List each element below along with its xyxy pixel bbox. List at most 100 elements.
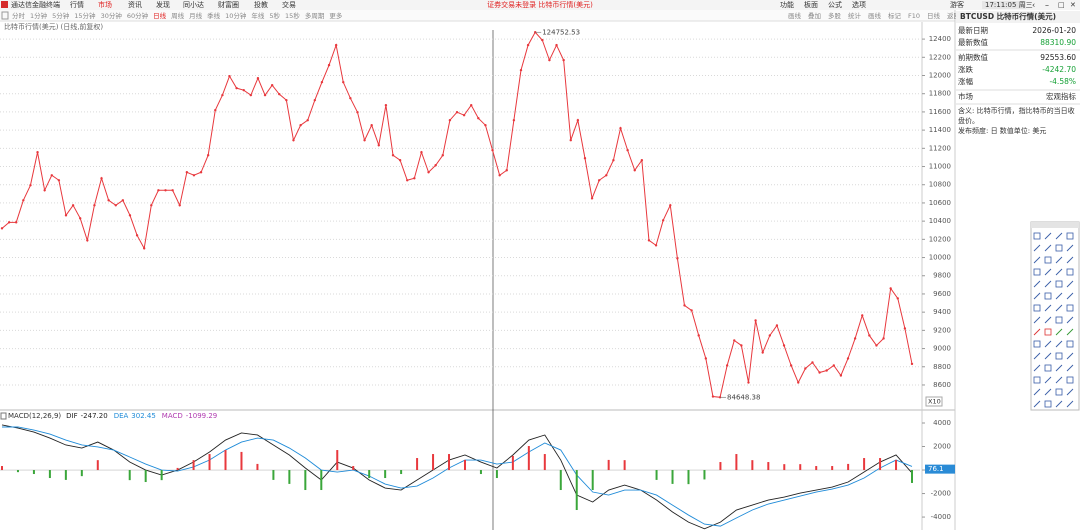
draw-tool[interactable]: [1033, 400, 1041, 408]
draw-tool[interactable]: [1066, 340, 1074, 348]
draw-tool[interactable]: [1055, 268, 1063, 276]
menu-item[interactable]: 交易: [282, 0, 296, 9]
tool-tab[interactable]: 画线: [868, 11, 882, 20]
draw-tool[interactable]: [1055, 400, 1063, 408]
window-min[interactable]: –: [1045, 1, 1049, 10]
period-tab[interactable]: 30分钟: [101, 11, 123, 20]
draw-tool[interactable]: [1055, 232, 1063, 240]
draw-tool[interactable]: [1033, 328, 1041, 336]
period-tab[interactable]: 多周期: [305, 11, 325, 20]
window-back[interactable]: ‹: [1032, 1, 1035, 10]
draw-tool[interactable]: [1033, 364, 1041, 372]
draw-tool[interactable]: [1033, 340, 1041, 348]
draw-tool[interactable]: [1033, 388, 1041, 396]
draw-tool[interactable]: [1066, 316, 1074, 324]
draw-tool[interactable]: [1044, 400, 1052, 408]
draw-tool[interactable]: [1055, 328, 1063, 336]
period-tab[interactable]: 10分钟: [225, 11, 247, 20]
draw-tool[interactable]: [1055, 292, 1063, 300]
draw-tool[interactable]: [1066, 400, 1074, 408]
tool-tab[interactable]: 叠加: [808, 11, 821, 20]
menu-item[interactable]: 市场: [98, 0, 112, 9]
period-tab[interactable]: 5秒: [269, 11, 280, 20]
draw-tool[interactable]: [1033, 280, 1041, 288]
window-close[interactable]: ✕: [1070, 1, 1076, 9]
menu-item[interactable]: 选项: [852, 0, 866, 9]
period-tab[interactable]: 5分钟: [52, 11, 70, 20]
draw-tool[interactable]: [1033, 376, 1041, 384]
draw-tool[interactable]: [1066, 388, 1074, 396]
draw-tool[interactable]: [1044, 256, 1052, 264]
draw-tool[interactable]: [1033, 268, 1041, 276]
draw-tool[interactable]: [1044, 316, 1052, 324]
draw-tool[interactable]: [1066, 280, 1074, 288]
draw-tool[interactable]: [1055, 340, 1063, 348]
period-tab[interactable]: 月线: [189, 11, 203, 20]
draw-tool[interactable]: [1055, 304, 1063, 312]
draw-tool[interactable]: [1066, 304, 1074, 312]
menu-item[interactable]: 功能: [780, 0, 794, 9]
draw-tool[interactable]: [1055, 256, 1063, 264]
period-toggle[interactable]: [1, 11, 9, 20]
draw-tool[interactable]: [1066, 268, 1074, 276]
draw-tool[interactable]: [1044, 280, 1052, 288]
tool-tab[interactable]: 多股: [828, 11, 842, 20]
draw-tool[interactable]: [1044, 292, 1052, 300]
period-tab[interactable]: 季线: [207, 11, 221, 20]
period-tab[interactable]: 周线: [171, 11, 185, 20]
tool-tab[interactable]: 画线: [788, 11, 802, 20]
period-tab[interactable]: 更多: [329, 11, 343, 20]
draw-tool[interactable]: [1044, 364, 1052, 372]
period-tab[interactable]: 15秒: [285, 11, 300, 20]
draw-tool[interactable]: [1055, 364, 1063, 372]
period-tab[interactable]: 日线: [153, 11, 167, 20]
period-tab[interactable]: 1分钟: [30, 11, 48, 20]
period-tab[interactable]: 年线: [251, 11, 265, 20]
period-tab[interactable]: 分时: [12, 11, 26, 20]
draw-tool[interactable]: [1066, 256, 1074, 264]
menu-item[interactable]: 财富圈: [218, 0, 239, 9]
draw-tool[interactable]: [1033, 256, 1041, 264]
draw-tool[interactable]: [1066, 352, 1074, 360]
period-tab[interactable]: 60分钟: [127, 11, 149, 20]
draw-tool[interactable]: [1033, 232, 1041, 240]
draw-tool[interactable]: [1044, 304, 1052, 312]
menu-item[interactable]: 板面: [804, 0, 818, 9]
draw-tool[interactable]: [1066, 244, 1074, 252]
draw-tool[interactable]: [1055, 280, 1063, 288]
draw-tool[interactable]: [1033, 352, 1041, 360]
user[interactable]: 游客: [950, 0, 964, 9]
draw-tool[interactable]: [1055, 244, 1063, 252]
draw-tool[interactable]: [1066, 292, 1074, 300]
menu-item[interactable]: 投教: [254, 0, 268, 9]
tool-tab[interactable]: 统计: [848, 11, 862, 20]
draw-tool[interactable]: [1055, 376, 1063, 384]
draw-tool[interactable]: [1055, 388, 1063, 396]
draw-tool[interactable]: [1066, 364, 1074, 372]
draw-tool[interactable]: [1066, 328, 1074, 336]
period-tab[interactable]: 15分钟: [74, 11, 96, 20]
draw-tool[interactable]: [1044, 244, 1052, 252]
draw-tool[interactable]: [1033, 304, 1041, 312]
tool-tab[interactable]: 日线: [927, 11, 941, 20]
draw-tool[interactable]: [1055, 352, 1063, 360]
draw-tool[interactable]: [1055, 316, 1063, 324]
tool-tab[interactable]: 标记: [888, 11, 902, 20]
draw-tool[interactable]: [1044, 340, 1052, 348]
draw-tool[interactable]: [1033, 244, 1041, 252]
draw-tool[interactable]: [1044, 328, 1052, 336]
menu-item[interactable]: 同小达: [183, 0, 204, 9]
draw-tool[interactable]: [1066, 376, 1074, 384]
draw-tool[interactable]: [1044, 232, 1052, 240]
tool-tab[interactable]: F10: [908, 12, 920, 20]
tool-tab[interactable]: 返回: [947, 12, 960, 20]
draw-tool[interactable]: [1033, 292, 1041, 300]
menu-item[interactable]: 资讯: [128, 0, 142, 9]
draw-tool[interactable]: [1044, 268, 1052, 276]
menu-item[interactable]: 发现: [156, 0, 170, 9]
draw-tool[interactable]: [1044, 352, 1052, 360]
draw-tool[interactable]: [1044, 388, 1052, 396]
draw-tool[interactable]: [1033, 316, 1041, 324]
draw-tool[interactable]: [1066, 232, 1074, 240]
window-max[interactable]: □: [1058, 1, 1065, 9]
